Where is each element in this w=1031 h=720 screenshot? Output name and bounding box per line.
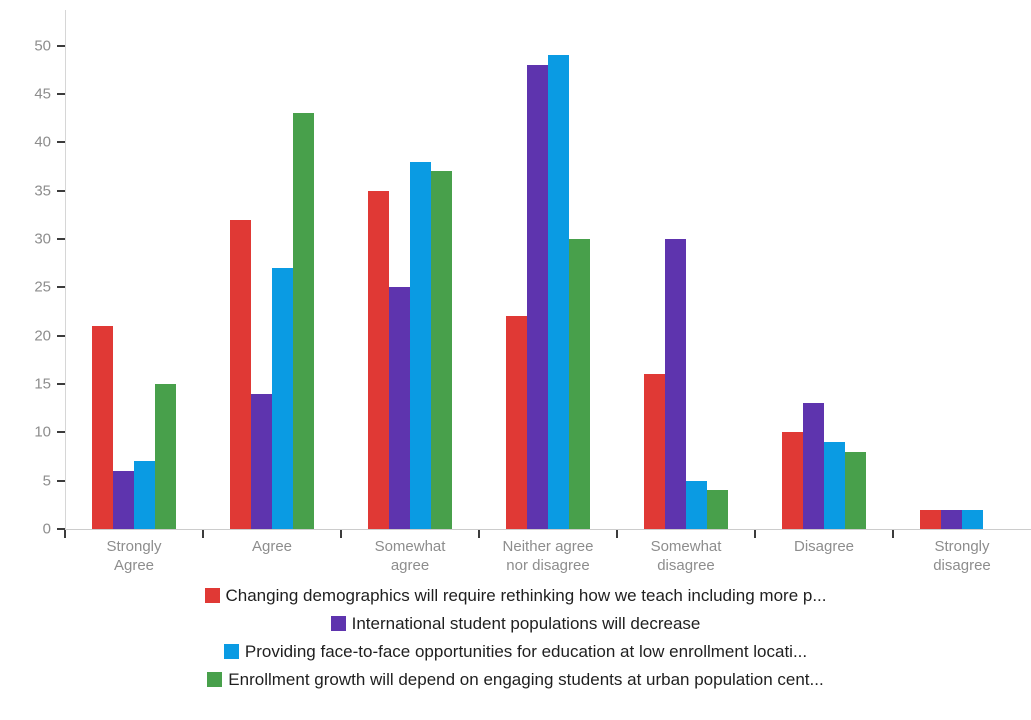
bar-4-0	[644, 374, 665, 529]
legend-swatch-icon	[207, 672, 223, 687]
y-tick-label: 15	[34, 375, 51, 393]
bar-2-2	[410, 161, 431, 529]
bar-1-0	[230, 219, 251, 529]
x-category-label: Somewhat agree	[374, 538, 446, 574]
bar-4-2	[686, 480, 707, 529]
x-tick	[478, 530, 480, 538]
legend-swatch-icon	[223, 644, 239, 659]
legend: Changing demographics will require rethi…	[0, 585, 1031, 690]
y-tick	[57, 334, 65, 337]
y-tick-label: 40	[34, 133, 51, 151]
bar-2-0	[368, 190, 389, 529]
bar-6-0	[920, 509, 941, 529]
bar-3-3	[569, 238, 590, 529]
y-tick-label: 50	[34, 37, 51, 54]
y-tick-label: 30	[34, 230, 51, 248]
bar-4-3	[707, 490, 728, 529]
bar-2-3	[431, 171, 452, 529]
y-tick-label: 25	[34, 278, 51, 296]
x-tick	[754, 530, 756, 538]
x-category-label: Disagree	[793, 538, 855, 555]
y-tick	[57, 286, 65, 289]
legend-item: Enrollment growth will depend on engagin…	[207, 669, 824, 690]
y-tick	[57, 479, 65, 482]
bar-4-1	[665, 238, 686, 529]
legend-label: Changing demographics will require rethi…	[225, 586, 827, 605]
y-tick	[57, 237, 65, 240]
bar-6-2	[962, 509, 983, 529]
bar-3-2	[548, 55, 569, 529]
y-tick-label: 5	[42, 472, 51, 490]
y-tick-label: 20	[34, 327, 51, 345]
y-tick	[57, 189, 65, 192]
bar-1-1	[251, 393, 272, 529]
bar-0-1	[113, 470, 134, 529]
x-tick	[202, 530, 204, 538]
y-tick	[57, 141, 65, 144]
y-tick	[57, 92, 65, 95]
x-tick	[340, 530, 342, 538]
bar-6-1	[941, 509, 962, 529]
bar-0-2	[134, 461, 155, 529]
bar-5-1	[803, 403, 824, 529]
y-tick-label: 45	[34, 85, 51, 103]
y-tick-label: 0	[42, 520, 51, 538]
legend-swatch-icon	[330, 616, 346, 631]
legend-item: Changing demographics will require rethi…	[204, 585, 827, 606]
legend-item: International student populations will d…	[330, 613, 701, 634]
bar-1-3	[293, 113, 314, 529]
legend-label: Providing face-to-face opportunities for…	[244, 642, 808, 661]
y-tick	[57, 382, 65, 385]
y-tick	[57, 44, 65, 47]
x-category-label: Neither agree nor disagree	[502, 538, 594, 574]
y-axis-line	[65, 10, 66, 529]
bar-3-0	[506, 316, 527, 529]
legend-swatch-icon	[204, 588, 220, 603]
x-axis-line	[65, 529, 1031, 530]
y-tick	[57, 431, 65, 434]
legend-label: Enrollment growth will depend on engagin…	[228, 670, 824, 689]
bar-0-3	[155, 383, 176, 529]
y-tick	[57, 528, 65, 530]
bar-5-0	[782, 432, 803, 529]
bar-5-3	[845, 451, 866, 529]
bar-5-2	[824, 441, 845, 529]
bar-0-0	[92, 325, 113, 529]
x-category-label: Strongly Agree	[106, 538, 162, 574]
bar-2-1	[389, 287, 410, 529]
y-tick-label: 10	[34, 423, 51, 441]
bar-3-1	[527, 64, 548, 529]
legend-label: International student populations will d…	[351, 614, 701, 633]
x-tick	[64, 530, 66, 538]
x-category-label: Agree	[251, 538, 293, 555]
x-category-label: Somewhat disagree	[650, 538, 722, 574]
legend-item: Providing face-to-face opportunities for…	[223, 641, 808, 662]
x-category-label: Strongly disagree	[933, 538, 991, 574]
bar-1-2	[272, 267, 293, 529]
x-tick	[616, 530, 618, 538]
y-tick-label: 35	[34, 182, 51, 200]
x-tick	[892, 530, 894, 538]
